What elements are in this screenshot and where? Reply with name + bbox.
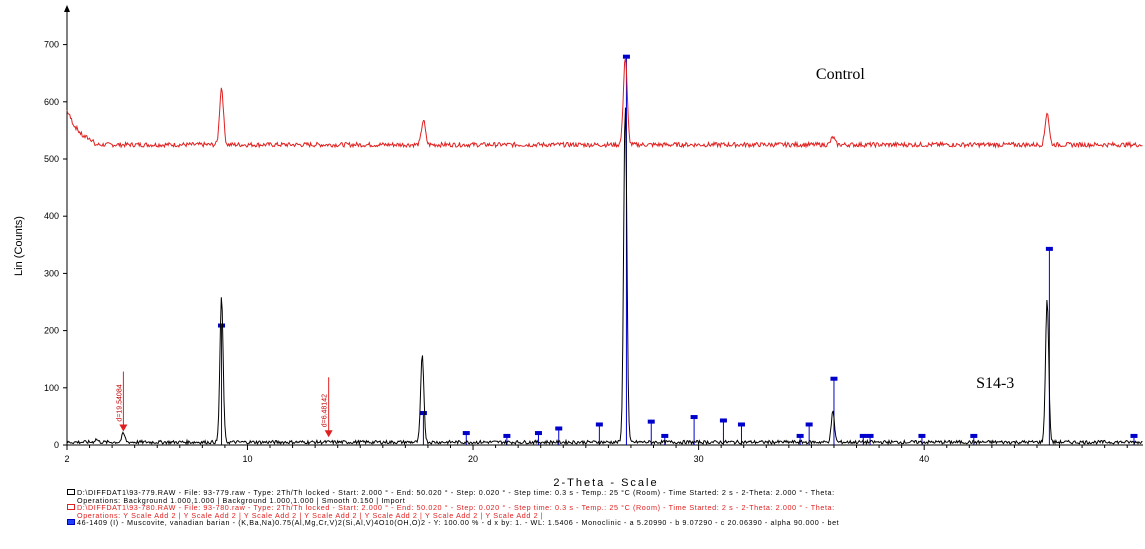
y-axis: 0 100 200 300 400 500 600 700 bbox=[44, 5, 70, 450]
reference-stick-cap bbox=[830, 376, 838, 381]
annotation-arrow bbox=[324, 430, 333, 438]
legend-entry-93-780: D:\DIFFDAT1\93-780.RAW - File: 93-780.ra… bbox=[67, 504, 1142, 512]
reference-stick-cap bbox=[796, 433, 804, 438]
reference-stick-cap bbox=[661, 433, 669, 438]
reference-stick-cap bbox=[462, 431, 470, 436]
peak-annotation: d=6.48142 bbox=[322, 377, 333, 438]
reference-stick-cap bbox=[595, 422, 603, 427]
reference-stick-cap bbox=[503, 433, 511, 438]
reference-stick-cap bbox=[737, 422, 745, 427]
legend-ops-93-779: Operations: Background 1.000,1.000 | Bac… bbox=[67, 495, 1142, 505]
series-labels: Control S14-3 bbox=[816, 66, 1014, 392]
reference-stick-cap bbox=[866, 433, 874, 438]
legend-entry-reference: 46-1409 (I) - Muscovite, vanadian barian… bbox=[67, 519, 1142, 527]
legend-text-4: Operations: Y Scale Add 2 | Y Scale Add … bbox=[77, 510, 544, 520]
legend-entry-93-779: D:\DIFFDAT1\93-779.RAW - File: 93-779.ra… bbox=[67, 489, 1142, 497]
series-label: S14-3 bbox=[976, 375, 1014, 392]
reference-stick-cap bbox=[218, 323, 226, 328]
legend-text-3: D:\DIFFDAT1\93-780.RAW - File: 93-780.ra… bbox=[77, 503, 835, 513]
plot-area: 0 100 200 300 400 500 600 700 2 10 20 30 40 d=19.54… bbox=[44, 5, 1143, 464]
series-line-s14-3 bbox=[66, 107, 1143, 446]
reference-stick-cap bbox=[555, 426, 563, 431]
xrd-chart: 0 100 200 300 400 500 600 700 2 10 20 30 40 d=19.54… bbox=[13, 5, 1143, 489]
reference-stick-cap bbox=[970, 433, 978, 438]
reference-stick-cap bbox=[1130, 433, 1138, 438]
series-line-control bbox=[66, 58, 1143, 149]
y-tick-label: 100 bbox=[44, 383, 59, 393]
reference-icon bbox=[67, 519, 75, 526]
x-tick-label: 30 bbox=[694, 454, 704, 464]
annotation-label: d=19.54084 bbox=[116, 384, 123, 421]
x-tick-label: 40 bbox=[919, 454, 929, 464]
reference-stick bbox=[830, 376, 838, 445]
reference-stick-cap bbox=[690, 415, 698, 420]
reference-stick bbox=[622, 54, 630, 445]
legend-ops-93-780: Operations: Y Scale Add 2 | Y Scale Add … bbox=[67, 510, 1142, 520]
y-tick-label: 600 bbox=[44, 97, 59, 107]
y-axis-arrow bbox=[64, 5, 70, 12]
y-tick-label: 0 bbox=[54, 440, 59, 450]
reference-stick bbox=[595, 422, 603, 445]
series-label: Control bbox=[816, 66, 865, 83]
reference-sticks bbox=[218, 54, 1138, 445]
reference-stick bbox=[218, 323, 226, 445]
x-tick-label: 20 bbox=[468, 454, 478, 464]
series-lines bbox=[66, 58, 1143, 446]
annotation-arrow bbox=[119, 424, 128, 432]
x-tick-label: 2 bbox=[64, 454, 69, 464]
y-tick-label: 200 bbox=[44, 326, 59, 336]
x-axis: 2 10 20 30 40 bbox=[64, 444, 1143, 464]
reference-stick-cap bbox=[805, 422, 813, 427]
reference-stick-cap bbox=[719, 418, 727, 423]
reference-stick bbox=[719, 418, 727, 445]
peak-annotations: d=19.54084 d=6.48142 bbox=[116, 371, 333, 438]
y-tick-label: 500 bbox=[44, 154, 59, 164]
x-tick-label: 10 bbox=[242, 454, 252, 464]
annotation-label: d=6.48142 bbox=[322, 394, 329, 427]
reference-stick-cap bbox=[534, 431, 542, 436]
reference-stick bbox=[1045, 246, 1053, 445]
scan-icon bbox=[67, 489, 75, 495]
reference-stick-cap bbox=[622, 54, 630, 59]
legend-text-1: D:\DIFFDAT1\93-779.RAW - File: 93-779.ra… bbox=[77, 489, 835, 497]
reference-stick bbox=[555, 426, 563, 445]
legend-text-2: Operations: Background 1.000,1.000 | Bac… bbox=[77, 495, 406, 505]
y-tick-label: 400 bbox=[44, 211, 59, 221]
x-axis-title: 2-Theta - Scale bbox=[553, 477, 658, 489]
reference-stick-cap bbox=[859, 433, 867, 438]
reference-stick-cap bbox=[647, 419, 655, 424]
legend: D:\DIFFDAT1\93-779.RAW - File: 93-779.ra… bbox=[67, 489, 1142, 549]
reference-stick-cap bbox=[1045, 246, 1053, 251]
reference-stick bbox=[419, 411, 427, 445]
legend-text-5: 46-1409 (I) - Muscovite, vanadian barian… bbox=[77, 518, 840, 528]
reference-stick-cap bbox=[918, 433, 926, 438]
peak-annotation: d=19.54084 bbox=[116, 371, 128, 432]
reference-stick-cap bbox=[419, 411, 427, 416]
y-tick-label: 300 bbox=[44, 268, 59, 278]
scan-icon bbox=[67, 504, 75, 511]
y-tick-label: 700 bbox=[44, 40, 59, 50]
reference-stick bbox=[647, 419, 655, 445]
reference-stick bbox=[866, 433, 874, 445]
y-axis-title: Lin (Counts) bbox=[13, 216, 25, 276]
